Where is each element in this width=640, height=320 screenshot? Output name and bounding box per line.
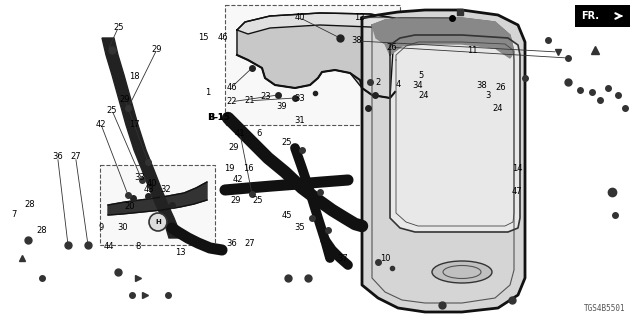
Text: 14: 14 [512,164,522,173]
Text: B-15: B-15 [207,113,230,122]
Text: 26: 26 [495,84,506,92]
Text: 25: 25 [107,106,117,115]
Text: FR.: FR. [581,11,599,21]
Text: 29: 29 [230,196,241,205]
Text: 36: 36 [227,239,237,248]
Text: 25: 25 [252,196,262,205]
Text: 27: 27 [244,239,255,248]
Polygon shape [102,38,181,238]
Text: 42: 42 [96,120,106,129]
Text: 34: 34 [412,81,422,90]
Text: 40: 40 [147,179,157,188]
Bar [225,5,400,125]
Text: 33: 33 [294,94,305,103]
Polygon shape [362,10,525,312]
Text: 38: 38 [352,36,362,45]
Text: 4: 4 [396,80,401,89]
Text: 25: 25 [113,23,124,32]
Ellipse shape [432,261,492,283]
Text: 13: 13 [175,248,186,257]
Text: 27: 27 [70,152,81,161]
Text: 1: 1 [205,88,211,97]
Text: B-15: B-15 [208,113,230,122]
Text: 46: 46 [218,33,228,42]
Polygon shape [372,18,514,58]
Text: 9: 9 [99,223,104,232]
Text: 17: 17 [129,120,140,129]
Text: 24: 24 [493,104,503,113]
Text: TGS4B5501: TGS4B5501 [584,304,625,313]
Text: 35: 35 [294,223,305,232]
Text: 38: 38 [476,81,486,90]
Text: 43: 43 [143,185,154,194]
Text: 22: 22 [227,97,237,106]
Text: 15: 15 [198,33,209,42]
Text: 20: 20 [124,202,134,211]
Text: 40: 40 [294,13,305,22]
Text: 26: 26 [387,43,397,52]
Text: 29: 29 [120,95,130,104]
Text: 29: 29 [152,45,162,54]
Text: 32: 32 [160,185,170,194]
Text: 23: 23 [260,92,271,101]
Text: 6: 6 [257,129,262,138]
Text: H: H [155,219,161,225]
Text: 8: 8 [135,242,140,251]
Text: 21: 21 [244,96,255,105]
Text: 41: 41 [235,129,245,138]
Text: 28: 28 [36,226,47,235]
Polygon shape [237,13,395,34]
Text: 28: 28 [25,200,35,209]
Text: 5: 5 [419,71,424,80]
Text: 39: 39 [276,102,287,111]
Text: 24: 24 [419,91,429,100]
Text: 42: 42 [233,175,243,184]
Text: 25: 25 [282,138,292,147]
Polygon shape [108,182,207,215]
Text: 33: 33 [134,173,145,182]
Polygon shape [390,35,520,232]
Text: 47: 47 [512,188,522,196]
Text: 37: 37 [337,254,348,263]
Text: 45: 45 [282,211,292,220]
Text: 19: 19 [224,164,234,173]
Text: 18: 18 [129,72,140,81]
Bar [100,165,215,245]
Text: 10: 10 [380,254,390,263]
Text: 44: 44 [104,242,114,251]
Text: 12: 12 [355,13,365,22]
Text: 7: 7 [12,210,17,219]
Text: 36: 36 [52,152,63,161]
FancyBboxPatch shape [575,5,630,27]
Text: 29: 29 [228,143,239,152]
Text: 11: 11 [467,46,477,55]
Polygon shape [237,13,393,98]
Text: 46: 46 [227,83,237,92]
Text: 16: 16 [243,164,253,173]
Text: 30: 30 [118,223,128,232]
Text: 3: 3 [485,91,490,100]
Text: 31: 31 [294,116,305,125]
Text: 2: 2 [375,78,380,87]
Circle shape [149,213,167,231]
